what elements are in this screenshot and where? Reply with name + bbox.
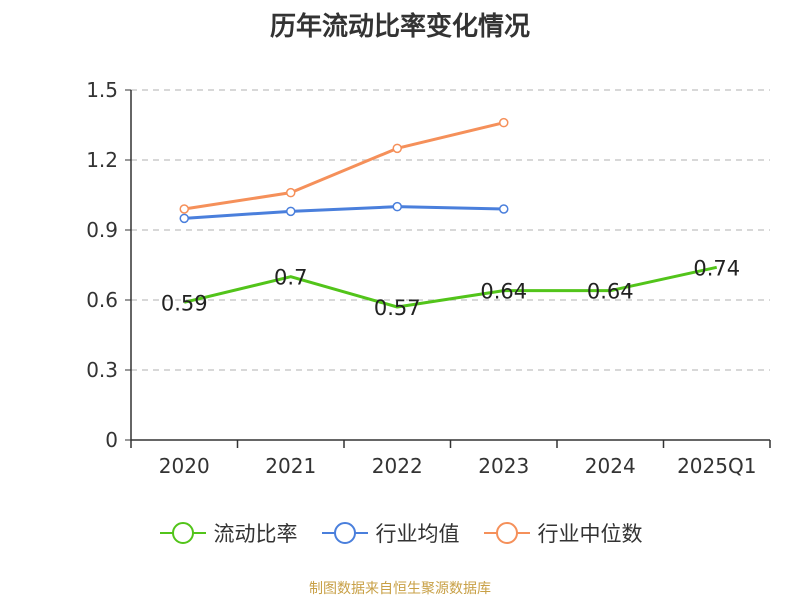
x-tick-label-0: 2020 [159,454,210,478]
legend-item-industry-mean[interactable]: 行业均值 [320,518,460,548]
series-lines [179,117,718,309]
series-2-point-1 [286,187,296,198]
series-line-0 [183,265,718,309]
legend-marker-industry-mean [321,522,368,544]
legend-marker-current-ratio [159,522,206,544]
data-label-4: 0.64 [587,280,634,304]
data-source-note: 制图数据来自恒生聚源数据库 [309,581,491,597]
data-label-3: 0.64 [480,280,527,304]
data-label-0: 0.59 [161,291,208,315]
legend: 流动比率 行业均值 行业中位数 [0,518,800,548]
y-tick-label-2: 0.6 [86,288,118,312]
series-1-point-1 [286,206,296,217]
legend-label-current-ratio: 流动比率 [213,522,298,546]
series-1-point-3 [499,204,509,214]
legend-marker-industry-median [483,522,530,544]
series-2-point-2 [392,143,402,154]
legend-item-current-ratio[interactable]: 流动比率 [158,518,298,548]
series-2-point-0 [179,204,189,214]
data-label-2: 0.57 [374,296,421,320]
y-tick-label-1: 0.3 [86,358,118,382]
series-line-2 [184,121,505,211]
series-2-point-3 [499,117,509,128]
series-1-point-2 [392,201,402,212]
y-tick-label-0: 0 [105,428,118,452]
x-tick-label-5: 2025Q1 [677,454,756,478]
y-tick-label-4: 1.2 [86,148,118,172]
axes: 0 0.3 0.6 0.9 1.2 1.5 2020 2021 2022 2023 2024 2025… [86,78,771,478]
x-tick-label-4: 2024 [585,454,636,478]
x-tick-label-2: 2022 [372,454,423,478]
legend-label-industry-mean: 行业均值 [375,522,460,546]
y-tick-label-5: 1.5 [86,78,118,102]
data-label-5: 0.74 [693,256,740,280]
x-tick-label-1: 2021 [265,454,316,478]
x-tick-label-3: 2023 [478,454,529,478]
grid-lines [131,89,770,371]
legend-label-industry-median: 行业中位数 [537,522,643,546]
data-labels: 0.59 0.7 0.57 0.64 0.64 0.74 [161,256,740,320]
series-line-1 [184,205,504,220]
y-tick-label-3: 0.9 [86,218,118,242]
chart-title: 历年流动比率变化情况 [269,12,530,42]
legend-item-industry-median[interactable]: 行业中位数 [482,518,643,548]
series-1-point-0 [179,213,189,224]
data-label-1: 0.7 [274,266,307,290]
